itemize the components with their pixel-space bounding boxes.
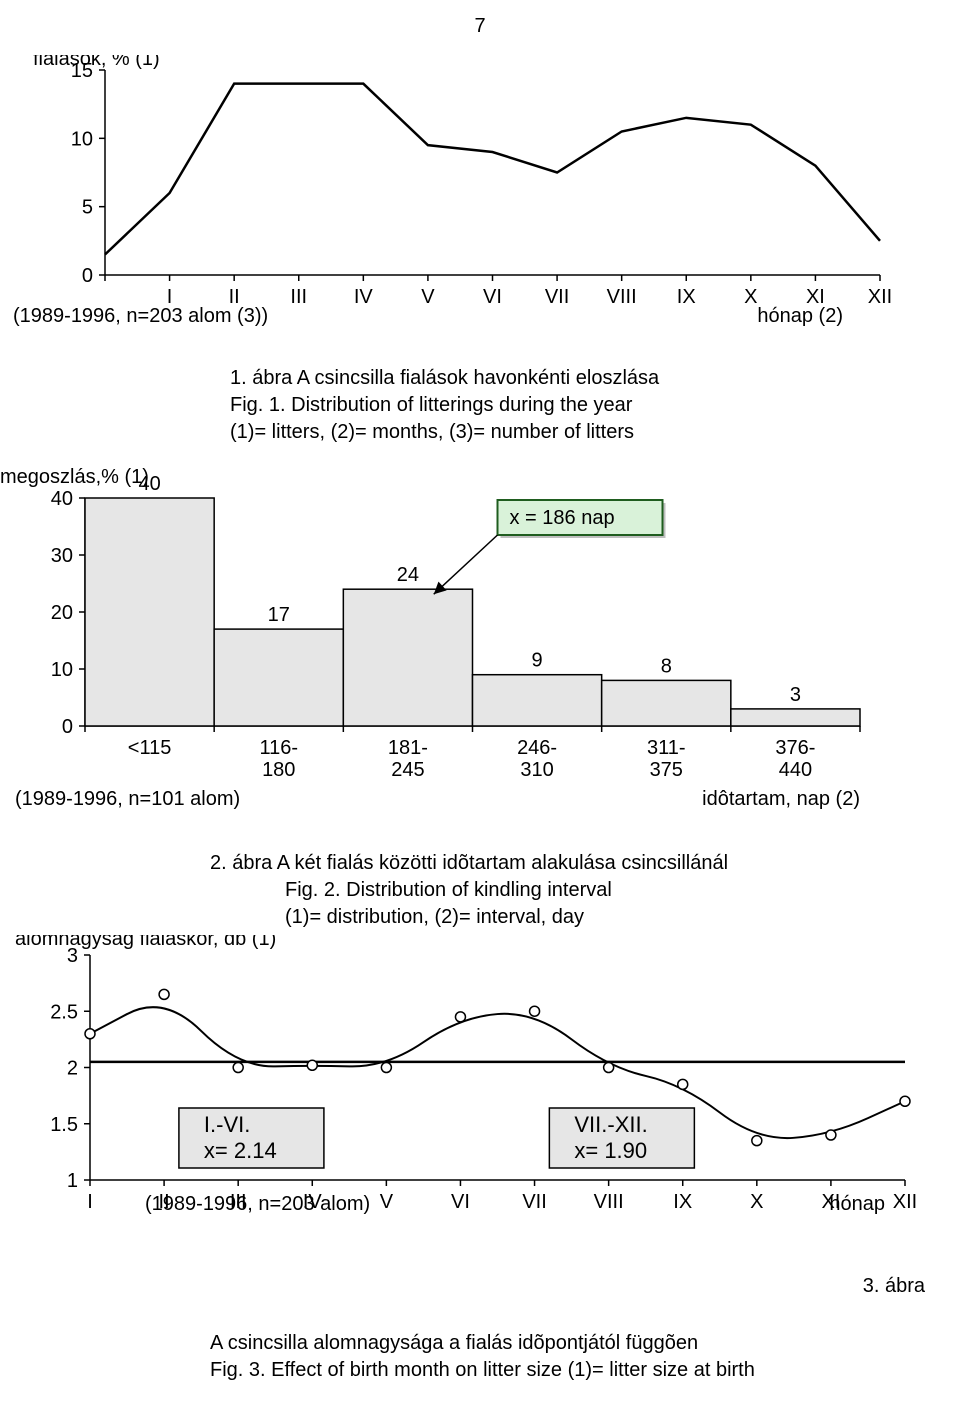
svg-text:310: 310: [520, 759, 553, 781]
page-number: 7: [0, 0, 960, 38]
svg-text:10: 10: [51, 659, 73, 681]
caption2-l1: 2. ábra A két fialás közötti idõtartam a…: [210, 850, 930, 877]
svg-text:alomnagyság fialáskor, db (1): alomnagyság fialáskor, db (1): [15, 935, 276, 950]
svg-text:<115: <115: [128, 737, 172, 759]
svg-text:x= 1.90: x= 1.90: [574, 1138, 647, 1163]
caption1-l1: 1. ábra A csincsilla fialások havonkénti…: [230, 365, 870, 392]
svg-text:1: 1: [67, 1170, 78, 1192]
svg-text:0: 0: [62, 716, 73, 738]
svg-text:8: 8: [661, 655, 672, 677]
svg-text:440: 440: [779, 759, 812, 781]
caption2-l3: (1)= distribution, (2)= interval, day: [210, 904, 930, 931]
svg-text:30: 30: [51, 545, 73, 567]
footer-caption: A csincsilla alomnagysága a fialás idõpo…: [210, 1330, 910, 1384]
svg-text:x = 186 nap: x = 186 nap: [510, 507, 615, 529]
svg-text:376-: 376-: [775, 737, 815, 759]
chart2-note-left: (1989-1996, n=101 alom): [15, 788, 240, 810]
page: 7 fialások, % (1)051015IIIIIIIVVVIVIIVII…: [0, 0, 960, 1414]
chart3-note-right: hónap: [829, 1193, 885, 1216]
chart2-note-right: idôtartam, nap (2): [702, 788, 860, 811]
svg-text:20: 20: [51, 602, 73, 624]
svg-text:10: 10: [71, 128, 93, 150]
chart3-note-left: (1989-1996, n=203 alom): [145, 1193, 370, 1215]
svg-text:17: 17: [268, 604, 290, 626]
svg-text:24: 24: [397, 564, 419, 586]
svg-text:245: 245: [391, 759, 424, 781]
caption1: 1. ábra A csincsilla fialások havonkénti…: [230, 365, 870, 446]
svg-text:15: 15: [71, 60, 93, 82]
chart1-note-left: (1989-1996, n=203 alom (3)): [13, 305, 268, 327]
svg-text:megoszlás,% (1): megoszlás,% (1): [0, 468, 149, 488]
svg-text:0: 0: [82, 265, 93, 287]
svg-text:3: 3: [67, 945, 78, 967]
svg-text:180: 180: [262, 759, 295, 781]
caption2: 2. ábra A két fialás közötti idõtartam a…: [210, 850, 930, 931]
svg-text:311-: 311-: [647, 737, 686, 759]
chart3-line-markers: alomnagyság fialáskor, db (1) 1 1.5 2 2.5 3 I I…: [10, 935, 930, 1241]
svg-text:40: 40: [51, 488, 73, 510]
svg-text:I: I: [87, 1191, 93, 1213]
svg-text:3: 3: [790, 684, 801, 706]
svg-text:VII.-XII.: VII.-XII.: [574, 1112, 647, 1137]
svg-text:2: 2: [67, 1058, 78, 1080]
svg-text:I.-VI.: I.-VI.: [204, 1112, 250, 1137]
chart1-line: fialások, % (1)051015IIIIIIIVVVIVIIVIIII…: [30, 55, 900, 321]
svg-text:1.5: 1.5: [50, 1114, 78, 1136]
footer-right: 3. ábra: [863, 1275, 925, 1298]
svg-text:246-: 246-: [517, 737, 557, 759]
svg-text:40: 40: [138, 473, 160, 495]
caption1-l2: Fig. 1. Distribution of litterings durin…: [230, 392, 870, 419]
svg-text:x= 2.14: x= 2.14: [204, 1138, 277, 1163]
svg-text:2.5: 2.5: [50, 1001, 78, 1023]
svg-text:5: 5: [82, 197, 93, 219]
caption2-l2: Fig. 2. Distribution of kindling interva…: [210, 877, 930, 904]
chart2-bar: megoszlás,% (1) 0 10 20 30 40 40 <115 17 116-180 2…: [0, 468, 890, 802]
svg-text:375: 375: [650, 759, 683, 781]
svg-text:116-: 116-: [259, 737, 298, 759]
chart1-note-right: hónap (2): [757, 305, 843, 328]
footer-l2: Fig. 3. Effect of birth month on litter …: [210, 1357, 910, 1384]
caption1-l3: (1)= litters, (2)= months, (3)= number o…: [230, 419, 870, 446]
footer-l1: A csincsilla alomnagysága a fialás idõpo…: [210, 1330, 910, 1357]
svg-text:fialások, % (1): fialások, % (1): [33, 55, 160, 70]
svg-text:9: 9: [532, 650, 543, 672]
svg-text:181-: 181-: [388, 737, 428, 759]
